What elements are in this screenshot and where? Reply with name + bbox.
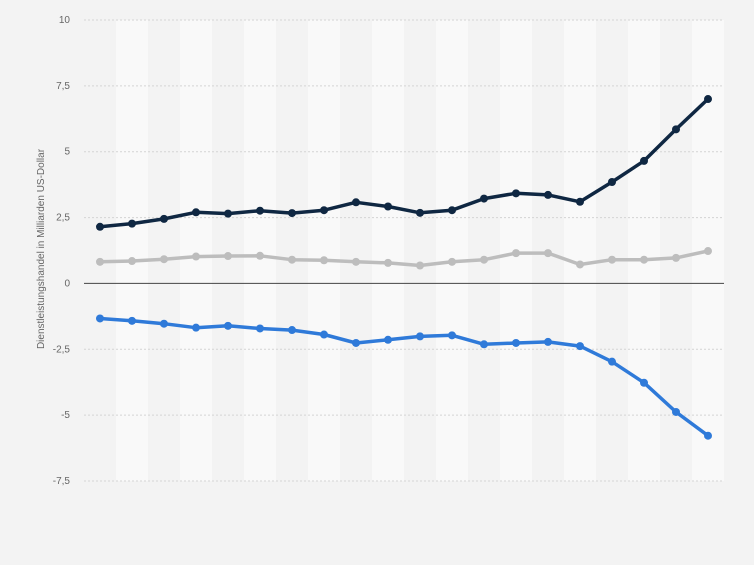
data-point: [224, 209, 232, 218]
data-point: [416, 332, 424, 341]
data-point: [352, 338, 360, 347]
series-1: [96, 95, 712, 231]
data-point: [672, 125, 680, 134]
data-point: [160, 255, 168, 264]
data-point: [160, 214, 168, 223]
data-point: [672, 407, 680, 416]
data-point: [352, 198, 360, 207]
data-point: [448, 206, 456, 215]
data-point: [416, 261, 424, 270]
y-tick-label: 7,5: [56, 81, 70, 92]
column-band: [372, 20, 404, 481]
series-3: [96, 314, 712, 440]
gridlines: [84, 19, 724, 482]
data-point: [320, 330, 328, 339]
data-point: [480, 255, 488, 264]
data-point: [128, 316, 136, 325]
column-band: [628, 20, 660, 481]
data-point: [288, 255, 296, 264]
data-point: [448, 257, 456, 266]
data-point: [448, 331, 456, 340]
y-tick-label: 2,5: [56, 213, 70, 224]
data-point: [512, 338, 520, 347]
data-point: [544, 249, 552, 258]
data-point: [416, 208, 424, 217]
data-point: [192, 208, 200, 217]
data-point: [288, 209, 296, 218]
data-point: [704, 95, 712, 104]
column-band: [564, 20, 596, 481]
data-point: [640, 378, 648, 387]
data-point: [672, 253, 680, 262]
column-band: [308, 20, 340, 481]
data-point: [608, 178, 616, 187]
column-band: [116, 20, 148, 481]
column-band: [180, 20, 212, 481]
data-point: [256, 206, 264, 215]
series-line: [98, 97, 710, 229]
data-point: [512, 249, 520, 258]
column-band: [244, 20, 276, 481]
data-point: [224, 252, 232, 261]
data-point: [384, 258, 392, 267]
data-point: [256, 251, 264, 260]
data-point: [128, 219, 136, 228]
data-point: [640, 156, 648, 165]
y-tick-label: -2,5: [53, 344, 71, 355]
data-point: [544, 190, 552, 199]
series-line: [98, 249, 710, 268]
data-point: [704, 247, 712, 256]
column-band: [436, 20, 468, 481]
y-tick-label: -5: [61, 410, 70, 421]
data-point: [96, 222, 104, 231]
y-tick-label: 0: [64, 278, 70, 289]
data-point: [512, 189, 520, 198]
y-tick-label: 10: [59, 15, 71, 26]
data-point: [192, 252, 200, 261]
y-tick-label: 5: [64, 147, 70, 158]
data-point: [576, 197, 584, 206]
data-point: [192, 323, 200, 332]
data-point: [288, 326, 296, 335]
data-point: [224, 321, 232, 330]
y-tick-label: -7,5: [53, 476, 71, 487]
y-axis-label: Dienstleistungshandel in Milliarden US-D…: [36, 148, 47, 349]
series-line: [98, 316, 710, 438]
data-point: [160, 319, 168, 328]
data-point: [640, 255, 648, 264]
series-layer: [96, 95, 712, 440]
data-point: [128, 257, 136, 266]
y-axis-ticks: 10 7,5 5 2,5 0 -2,5 -5 -7,5: [53, 15, 71, 487]
column-bands: [116, 20, 724, 481]
data-point: [608, 255, 616, 264]
data-point: [480, 194, 488, 203]
data-point: [576, 342, 584, 351]
data-point: [384, 335, 392, 344]
data-point: [320, 206, 328, 215]
data-point: [96, 257, 104, 266]
data-point: [480, 340, 488, 349]
data-point: [704, 431, 712, 440]
data-point: [384, 202, 392, 211]
series-2: [96, 247, 712, 270]
data-point: [320, 256, 328, 265]
data-point: [96, 314, 104, 323]
data-point: [608, 357, 616, 366]
data-point: [576, 260, 584, 269]
data-point: [544, 337, 552, 346]
data-point: [256, 324, 264, 333]
data-point: [352, 257, 360, 266]
